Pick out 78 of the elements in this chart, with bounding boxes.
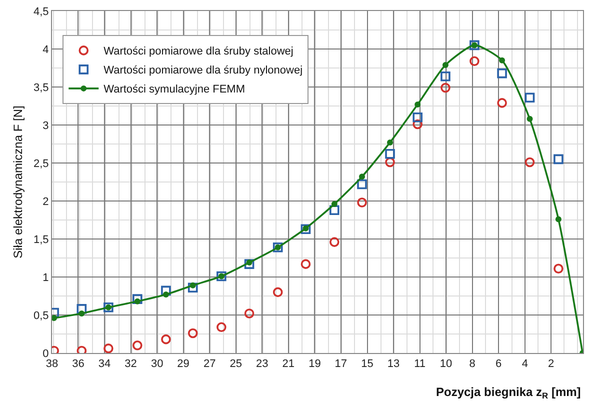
point [162,291,169,298]
y-tick-label: 2 [42,196,49,208]
x-tick-label: 23 [256,358,268,370]
point [161,334,171,344]
y-tick-label: 3,5 [34,82,49,94]
point [244,259,254,269]
point [78,310,85,316]
point [188,282,198,293]
point [244,308,254,318]
x-tick-label: 21 [282,358,295,370]
point [555,216,562,222]
point [52,315,58,322]
point [497,98,507,108]
y-tick-label: 4,5 [34,6,49,18]
point [554,264,564,274]
point [216,322,226,332]
point [132,294,142,304]
point [188,328,198,338]
point [330,237,340,247]
x-tick-label: 13 [387,358,400,370]
point [442,62,448,68]
y-tick-label: 3 [42,120,49,132]
x-tick-label: 38 [46,358,58,370]
point [497,68,507,78]
point [526,116,533,122]
x-axis-title: Pozycja biegnika z$_{R}$ [mm] [436,385,581,401]
x-tick-label: 2 [548,358,554,370]
y-tick-label: 1,5 [34,234,49,246]
x-tick-label: 25 [230,358,242,370]
x-tick-label: 11 [414,358,426,370]
point [524,157,535,168]
y-tick-label: 0 [42,348,49,360]
point [357,198,367,208]
y-tick-label: 1 [42,272,49,284]
point [359,174,365,180]
legend-label: Wartości symulacyjne FEMM [104,84,246,96]
legend-label: Wartości pomiarowe dla śruby stalowej [104,46,294,58]
point [387,139,394,146]
point [76,346,87,353]
x-tick-label: 17 [334,358,348,370]
point [440,71,450,82]
y-tick-label: 0,5 [34,310,49,322]
x-tick-label: 15 [361,358,374,370]
point [300,259,311,269]
point [440,82,450,93]
x-tick-label: 36 [72,358,84,370]
point [104,344,114,353]
point [554,154,564,164]
x-tick-label: 34 [98,358,111,370]
x-tick-label: 19 [308,358,321,370]
point [132,340,142,350]
point [470,56,480,66]
x-tick-label: 4 [522,358,528,370]
point [300,224,311,234]
point [330,205,340,216]
point [161,286,171,296]
point [76,304,87,314]
point [414,101,421,108]
point [412,119,422,130]
x-tick-label: 6 [496,358,502,370]
point [385,148,395,159]
x-tick-label: 10 [440,358,452,370]
y-axis-title: Siła elektrodynamiczna F [N] [10,106,25,258]
x-tick-label: 8 [469,358,476,370]
point [524,92,535,103]
point [272,287,283,298]
y-tick-label: 2,5 [34,158,49,170]
x-tick-label: 27 [204,358,216,370]
y-tick-label: 4 [42,44,49,56]
x-tick-label: 32 [124,358,137,370]
point [385,157,395,168]
x-tick-label: 29 [177,358,190,370]
x-tick-label: 30 [150,358,164,370]
legend-label: Wartości pomiarowe dla śruby nylonowej [104,64,303,77]
point [499,57,506,64]
point [357,179,367,190]
point [412,112,422,122]
point [331,201,338,208]
